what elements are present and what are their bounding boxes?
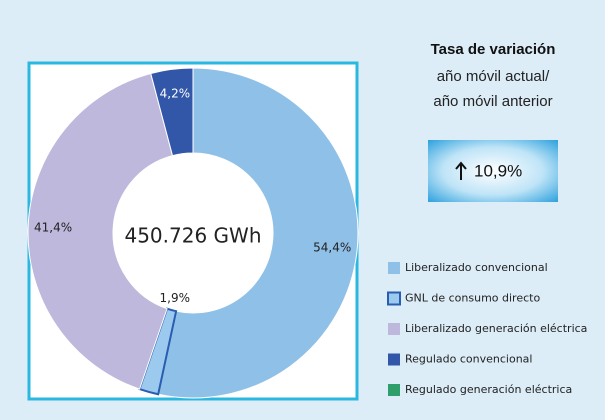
value-label: 54,4% — [313, 240, 351, 254]
value-label: 1,9% — [160, 291, 191, 305]
kpi-subtitle: año móvil anterior — [433, 93, 552, 110]
legend-swatch — [388, 262, 400, 274]
up-arrow — [455, 161, 467, 180]
slice — [157, 67, 359, 399]
kpi-title: Tasa de variación — [431, 41, 556, 58]
legend-label: GNL de consumo directo — [405, 292, 540, 305]
legend-swatch — [388, 323, 400, 335]
center-label: 450.726 GWh — [124, 224, 261, 248]
legend-label: Regulado generación eléctrica — [405, 383, 572, 396]
legend-swatch — [387, 291, 401, 306]
value-label: 4,2% — [160, 87, 191, 101]
legend-label: Regulado convencional — [405, 353, 532, 366]
value-label: 41,4% — [34, 221, 72, 235]
kpi-value: 10,9% — [474, 161, 522, 180]
kpi-box — [428, 140, 558, 202]
legend-label: Liberalizado convencional — [405, 261, 548, 274]
legend-label: Liberalizado generación eléctrica — [405, 322, 587, 335]
slice — [150, 67, 194, 157]
legend-swatch — [388, 353, 400, 366]
kpi-subtitle: año móvil actual/ — [437, 68, 550, 85]
legend-swatch — [388, 384, 400, 396]
slice — [27, 72, 174, 390]
